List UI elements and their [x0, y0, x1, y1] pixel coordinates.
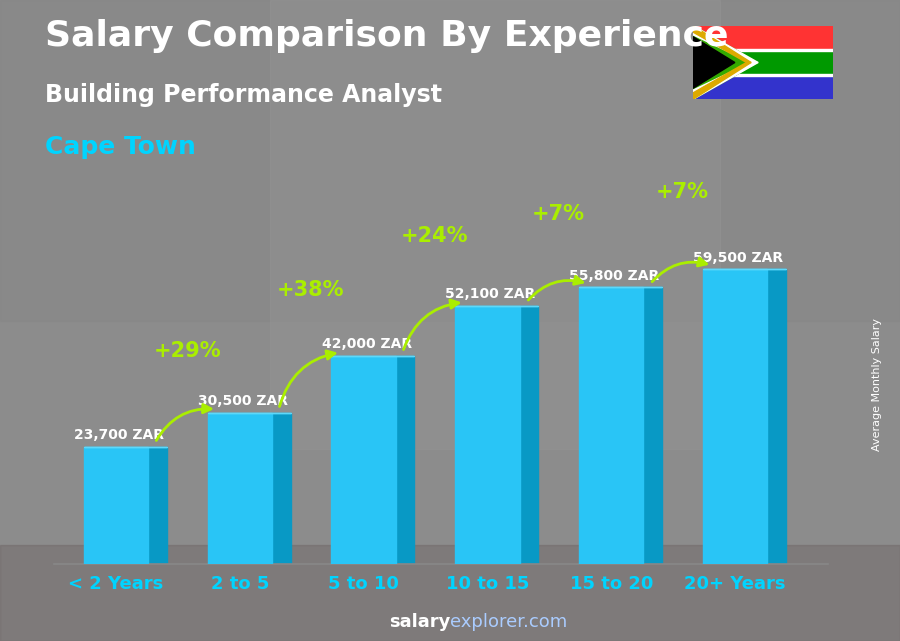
Text: salary: salary — [389, 613, 450, 631]
Polygon shape — [693, 62, 758, 99]
Bar — [208, 413, 272, 564]
Text: Salary Comparison By Experience: Salary Comparison By Experience — [45, 19, 728, 53]
Polygon shape — [148, 447, 166, 564]
Text: +7%: +7% — [532, 204, 585, 224]
Polygon shape — [396, 356, 414, 564]
Text: 30,500 ZAR: 30,500 ZAR — [198, 394, 288, 408]
Bar — [693, 26, 832, 62]
Bar — [270, 0, 720, 449]
Polygon shape — [693, 26, 758, 99]
Bar — [693, 51, 832, 74]
Polygon shape — [693, 26, 758, 62]
Polygon shape — [519, 306, 538, 564]
Polygon shape — [272, 413, 291, 564]
Text: 59,500 ZAR: 59,500 ZAR — [693, 251, 783, 265]
Bar — [455, 306, 519, 564]
Bar — [331, 356, 396, 564]
Text: +24%: +24% — [401, 226, 469, 246]
Polygon shape — [768, 269, 786, 564]
Text: Building Performance Analyst: Building Performance Analyst — [45, 83, 442, 107]
Bar — [84, 447, 148, 564]
Text: 23,700 ZAR: 23,700 ZAR — [74, 428, 164, 442]
Text: explorer.com: explorer.com — [450, 613, 567, 631]
Bar — [0, 545, 900, 641]
Text: 42,000 ZAR: 42,000 ZAR — [321, 337, 412, 351]
Bar — [703, 269, 768, 564]
Polygon shape — [693, 26, 752, 62]
Text: 55,800 ZAR: 55,800 ZAR — [570, 269, 660, 283]
Bar — [0, 0, 900, 320]
Text: +7%: +7% — [656, 182, 709, 202]
Text: 52,100 ZAR: 52,100 ZAR — [446, 287, 536, 301]
Polygon shape — [644, 287, 662, 564]
Bar — [579, 287, 644, 564]
Text: +38%: +38% — [277, 280, 345, 300]
Bar — [693, 49, 832, 51]
Bar — [693, 74, 832, 76]
Polygon shape — [693, 62, 752, 99]
Polygon shape — [693, 37, 734, 88]
Text: Cape Town: Cape Town — [45, 135, 196, 158]
Text: +29%: +29% — [153, 341, 220, 361]
Bar — [693, 62, 832, 99]
Text: Average Monthly Salary: Average Monthly Salary — [872, 318, 883, 451]
